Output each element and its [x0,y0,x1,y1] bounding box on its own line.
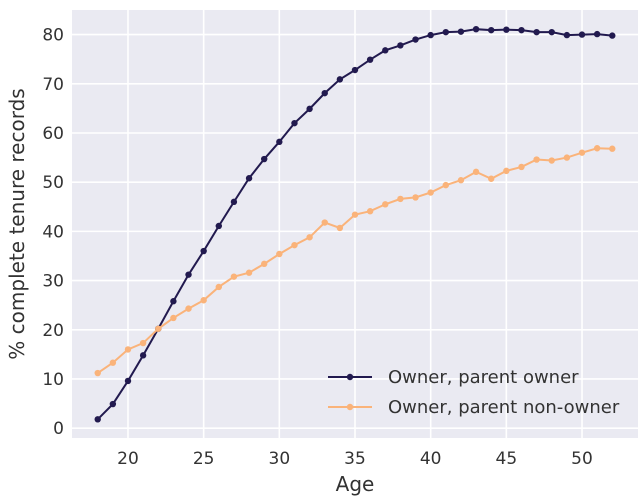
data-point [442,28,450,36]
data-point [503,167,510,175]
x-axis-label: Age [336,472,375,496]
series-1 [94,25,616,423]
data-point [412,36,419,43]
data-point [215,283,222,291]
data-point [457,28,465,35]
data-point [321,89,328,97]
data-point [276,138,283,146]
data-point [245,269,253,276]
data-point [578,149,586,156]
legend-label: Owner, parent owner [388,367,579,388]
data-point [109,359,117,366]
data-point [170,298,177,305]
data-point [609,145,616,152]
data-point [139,352,147,359]
data-point [260,155,268,163]
legend-marker [346,373,354,381]
data-point [578,31,586,38]
data-point [109,400,117,408]
y-tick-label: 40 [42,222,64,242]
y-tick-label: 80 [42,26,64,46]
series-2 [94,145,616,377]
data-point [200,247,207,255]
data-point [533,156,540,163]
data-point [230,273,238,280]
legend-marker [346,403,354,411]
grid-lines [72,10,638,438]
x-tick-label: 30 [269,449,291,469]
data-point [260,260,268,268]
data-point [533,28,540,36]
data-point [472,168,480,176]
data-point [366,208,374,215]
data-point [563,31,571,39]
data-point [503,26,510,33]
data-point [442,181,450,189]
data-point [124,377,132,385]
data-point [276,250,283,258]
data-point [382,201,389,208]
x-tick-label: 45 [496,449,518,469]
x-tick-label: 25 [193,449,215,469]
data-point [366,56,374,63]
data-point [412,194,419,201]
y-tick-label: 20 [42,321,64,341]
data-point [397,42,404,49]
data-point [200,297,207,304]
data-point [170,314,177,322]
y-axis-label: % complete tenure records [5,88,29,359]
data-point [245,175,253,182]
data-point [593,145,601,152]
data-point [488,26,495,34]
data-point [306,234,313,241]
legend: Owner, parent owner Owner, parent non-own… [328,367,620,418]
data-point [457,177,465,184]
y-tick-label: 0 [53,419,64,439]
data-point [336,76,344,83]
data-point [351,211,359,218]
data-point [321,219,328,226]
data-point [548,28,555,36]
data-point [609,32,616,39]
data-point [139,339,147,347]
y-tick-label: 30 [42,272,64,292]
data-point [336,224,344,232]
data-point [124,346,132,353]
data-point [397,195,404,203]
data-point [427,31,434,39]
y-tick-label: 70 [42,75,64,95]
data-point [427,189,434,196]
data-point [291,119,298,127]
y-tick-label: 50 [42,173,64,193]
x-tick-label: 40 [420,449,442,469]
data-point [215,222,222,230]
data-point [291,241,298,249]
data-point [351,66,359,74]
data-point [548,157,555,164]
data-point [472,25,480,33]
data-point [94,369,101,377]
data-point [593,30,601,38]
data-point [382,47,389,54]
y-tick-label: 60 [42,124,64,144]
data-point [94,416,101,423]
legend-label: Owner, parent non-owner [388,397,620,418]
data-point [518,163,525,171]
x-tick-label: 35 [344,449,366,469]
y-tick-labels: 0 10 20 30 40 50 60 70 80 [42,26,64,440]
data-point [518,26,525,34]
data-point [488,175,495,182]
x-tick-label: 50 [571,449,593,469]
series-layer [94,25,616,423]
y-tick-label: 10 [42,370,64,390]
data-point [306,105,313,113]
data-point [185,271,192,278]
data-point [230,198,238,206]
data-point [185,305,192,312]
x-tick-label: 20 [117,449,139,469]
data-point [563,154,571,161]
data-point [155,325,162,332]
x-tick-labels: 20 25 30 35 40 45 50 [117,449,593,469]
